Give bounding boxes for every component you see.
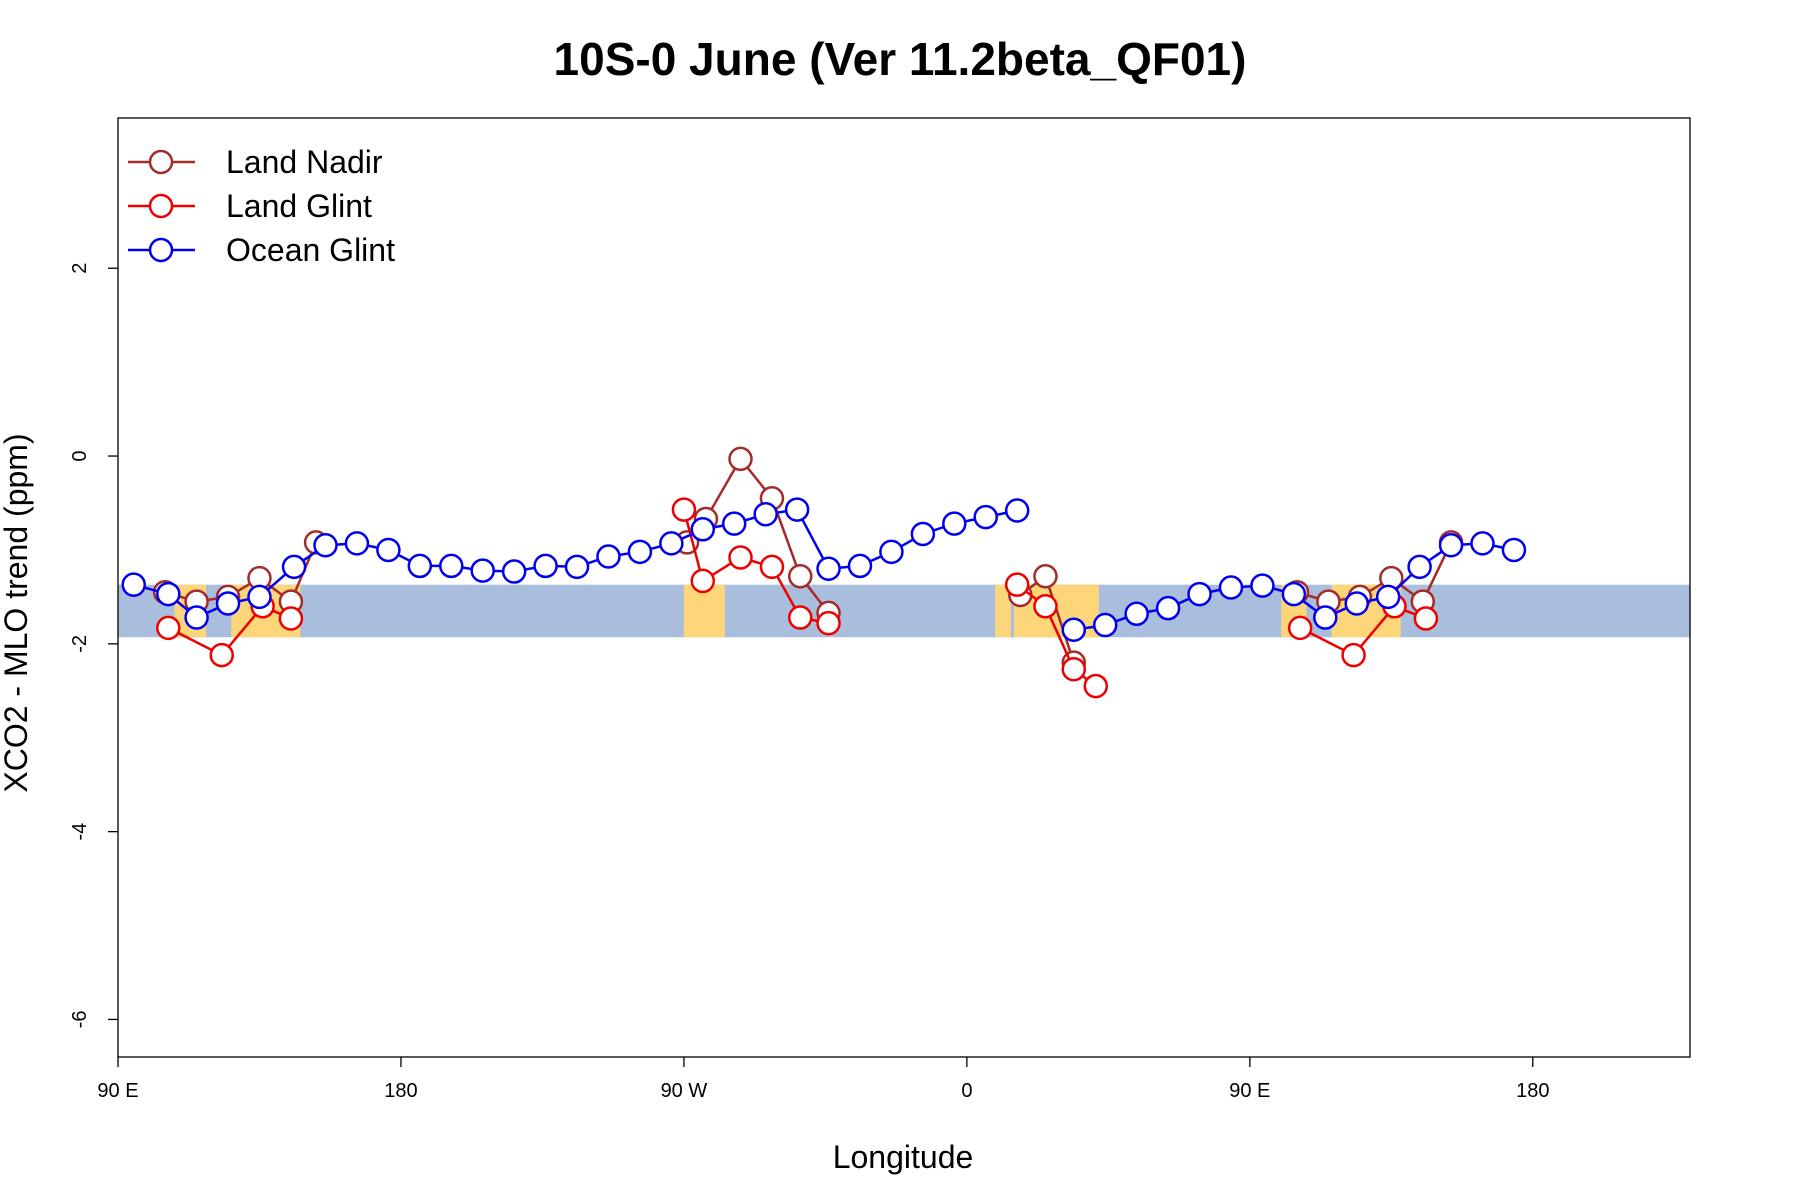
data-point <box>1341 642 1366 668</box>
data-point <box>439 553 464 579</box>
data-point <box>1281 581 1307 607</box>
data-point <box>1061 617 1087 643</box>
series-ocean-glint <box>121 497 1527 643</box>
data-point <box>184 605 209 630</box>
data-point <box>156 581 181 607</box>
x-tick-label: 90 W <box>661 1080 708 1102</box>
series-line <box>167 604 292 657</box>
data-point <box>753 502 778 527</box>
legend-marker <box>148 149 174 175</box>
data-point <box>1124 601 1149 627</box>
data-point <box>533 553 558 579</box>
axes: 90 E 180 90 W 0 90 E 180 2 0 -2 -4 -6 <box>69 117 1691 1102</box>
data-point <box>247 584 272 610</box>
data-point <box>470 558 495 583</box>
x-tick-label: 180 <box>384 1080 417 1102</box>
data-point <box>1375 584 1401 610</box>
ocean-band <box>118 584 1690 638</box>
data-point <box>1004 572 1030 597</box>
data-point <box>209 642 235 668</box>
data-point <box>1501 537 1527 563</box>
series-land-nadir <box>152 446 1464 675</box>
data-point <box>816 556 841 581</box>
plot-frame <box>117 117 1691 1058</box>
data-point <box>721 511 747 536</box>
data-point <box>1004 498 1030 523</box>
legend: Land Nadir Land Glint Ocean Glint <box>128 144 395 268</box>
data-point <box>313 532 338 558</box>
background-map <box>118 584 1690 638</box>
x-axis-label: Longitude <box>833 1139 974 1175</box>
y-tick-label: -6 <box>69 1011 91 1029</box>
data-point <box>627 539 653 565</box>
legend-label: Land Glint <box>226 188 372 224</box>
land-region <box>995 584 1011 638</box>
data-point <box>1407 554 1432 580</box>
chart-title: 10S-0 June (Ver 11.2beta_QF01) <box>554 33 1247 85</box>
data-point <box>942 511 967 536</box>
x-tick-label: 180 <box>1516 1080 1549 1102</box>
data-point <box>787 563 813 589</box>
data-point <box>1187 581 1212 607</box>
series-line <box>1016 583 1097 688</box>
data-point <box>407 553 433 579</box>
data-point <box>671 497 697 522</box>
data-point <box>1061 656 1087 682</box>
data-point <box>215 591 241 616</box>
data-point <box>156 615 181 641</box>
data-point <box>879 539 904 565</box>
data-point <box>1470 531 1495 556</box>
data-point <box>376 537 401 563</box>
legend-marker <box>148 193 174 219</box>
data-point <box>1155 595 1181 621</box>
data-point <box>344 531 370 556</box>
series-line <box>1299 604 1427 657</box>
data-point <box>1092 612 1118 638</box>
data-point <box>728 545 753 570</box>
y-tick-label: -4 <box>69 823 91 841</box>
data-point <box>910 521 936 547</box>
data-point <box>659 531 684 556</box>
x-tick-label: 90 E <box>97 1080 138 1102</box>
data-point <box>278 606 304 631</box>
data-point <box>1344 591 1369 616</box>
data-point <box>281 554 307 580</box>
data-point <box>1413 606 1439 631</box>
data-point <box>690 517 716 542</box>
data-point <box>1313 605 1338 630</box>
data-point <box>596 544 621 569</box>
data-point <box>759 554 785 580</box>
data-point <box>816 610 841 636</box>
x-tick-label: 90 E <box>1229 1080 1270 1102</box>
data-point <box>1218 575 1244 600</box>
data-point <box>690 568 716 594</box>
data-point <box>1033 594 1058 619</box>
x-tick-label: 0 <box>961 1080 972 1102</box>
data-point <box>847 553 873 579</box>
series-lines <box>121 446 1527 699</box>
data-point <box>1250 573 1275 598</box>
legend-label: Land Nadir <box>226 144 383 180</box>
data-point <box>121 572 146 597</box>
data-point <box>501 559 527 584</box>
data-point <box>1287 615 1313 641</box>
legend-marker <box>148 237 174 263</box>
y-tick-label: 2 <box>69 263 91 274</box>
data-point <box>787 605 813 630</box>
land-region <box>683 584 725 638</box>
data-point <box>1083 673 1109 699</box>
y-tick-label: 0 <box>69 450 91 461</box>
data-point <box>1033 563 1058 589</box>
series-land-glint <box>156 497 1439 699</box>
data-point <box>728 446 753 472</box>
y-tick-label: -2 <box>69 635 91 653</box>
y-axis-label: XCO2 - MLO trend (ppm) <box>0 433 34 792</box>
data-point <box>784 497 810 522</box>
legend-label: Ocean Glint <box>226 232 395 268</box>
data-point <box>1438 532 1464 558</box>
data-point <box>564 554 590 580</box>
data-point <box>973 504 998 530</box>
